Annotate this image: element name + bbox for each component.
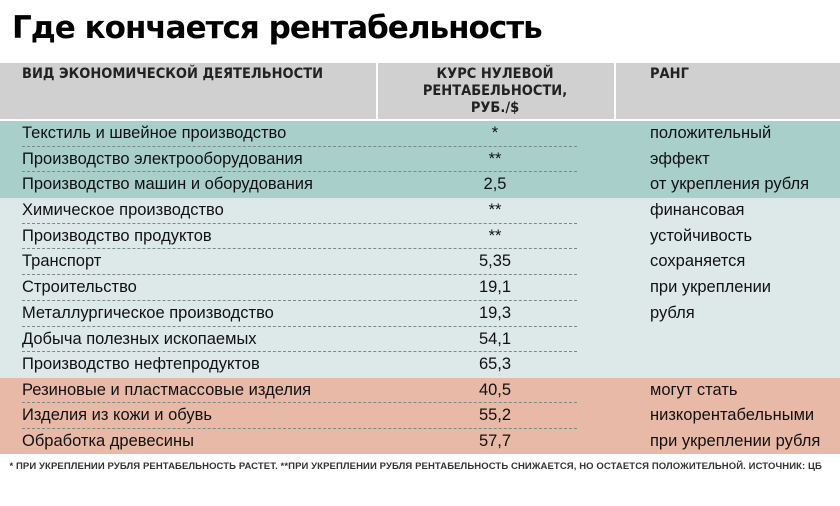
row-divider xyxy=(22,145,577,147)
row-activity: Металлургическое производство xyxy=(22,303,274,322)
table-row: Добыча полезных ископаемых 54,1 xyxy=(0,327,840,353)
row-rank: финансовая xyxy=(650,201,745,219)
table-row: Резиновые и пластмассовые изделия 40,5 мог… xyxy=(0,378,840,404)
row-divider xyxy=(22,402,577,404)
row-rank: положительный xyxy=(650,124,772,142)
row-divider xyxy=(22,299,577,301)
row-rate-value: 19,1 xyxy=(478,278,512,297)
header-rate: КУРС НУЛЕВОЙ РЕНТАБЕЛЬНОСТИ, РУБ./$ xyxy=(376,66,614,122)
row-activity: Производство машин и оборудования xyxy=(22,175,313,194)
row-activity: Строительство xyxy=(22,278,137,297)
header-rate-line2: РЕНТАБЕЛЬНОСТИ, xyxy=(422,83,568,99)
table-row: Химическое производство ** финансовая xyxy=(0,198,840,224)
table-row: Текстиль и швейное производство * положите… xyxy=(0,121,840,147)
row-rate-value: 65,3 xyxy=(478,355,512,374)
group-stable-band xyxy=(0,198,840,378)
row-rate-value: 2,5 xyxy=(483,175,507,194)
header-divider xyxy=(614,63,616,119)
header-rate-line3: РУБ./$ xyxy=(470,100,520,116)
row-rank: могут стать xyxy=(650,381,738,399)
row-divider xyxy=(22,171,577,173)
row-rate-value: 19,3 xyxy=(478,303,512,322)
row-divider xyxy=(22,248,577,250)
table-row: Производство машин и оборудования 2,5 от у… xyxy=(0,172,840,198)
table-row: Строительство 19,1 при укреплении xyxy=(0,275,840,301)
table-header: ВИД ЭКОНОМИЧЕСКОЙ ДЕЯТЕЛЬНОСТИ КУРС НУЛЕ… xyxy=(0,63,840,119)
row-rank: сохраняется xyxy=(650,252,746,271)
row-activity: Химическое производство xyxy=(22,201,224,219)
header-rank: РАНГ xyxy=(650,66,689,82)
row-activity: Добыча полезных ископаемых xyxy=(22,329,257,348)
row-rate-value: ** xyxy=(488,149,502,168)
row-rate-value: 57,7 xyxy=(478,431,512,450)
table-row: Производство продуктов ** устойчивость xyxy=(0,224,840,250)
table-row: Обработка древесины 57,7 при укреплении ру… xyxy=(0,429,840,454)
header-activity: ВИД ЭКОНОМИЧЕСКОЙ ДЕЯТЕЛЬНОСТИ xyxy=(22,66,324,82)
table-row: Производство нефтепродуктов 65,3 xyxy=(0,352,840,378)
row-rate-value: ** xyxy=(488,201,502,219)
row-activity: Изделия из кожи и обувь xyxy=(22,406,212,425)
row-rate-value: ** xyxy=(488,226,502,245)
row-rank: низкорентабельными xyxy=(650,406,815,425)
table-row: Транспорт 5,35 сохраняется xyxy=(0,249,840,276)
row-rate-value: 40,5 xyxy=(478,381,512,399)
row-rate-value: 54,1 xyxy=(478,329,512,348)
row-rank: при укреплении рубля xyxy=(650,431,821,450)
row-rate-value: * xyxy=(491,124,499,142)
row-rate-value: 55,2 xyxy=(478,406,512,425)
row-activity: Обработка древесины xyxy=(22,431,194,450)
group-positive-band xyxy=(0,121,840,198)
group-low-band xyxy=(0,378,840,454)
row-rate-value: 5,35 xyxy=(478,252,512,271)
row-activity: Производство продуктов xyxy=(22,226,212,245)
row-divider xyxy=(22,427,577,429)
row-activity: Резиновые и пластмассовые изделия xyxy=(22,381,312,399)
row-activity: Производство электрооборудования xyxy=(22,149,303,168)
row-activity: Текстиль и швейное производство xyxy=(22,124,287,142)
row-activity: Производство нефтепродуктов xyxy=(22,355,260,374)
table-row: Изделия из кожи и обувь 55,2 низкорентабел… xyxy=(0,403,840,429)
footnote: * При укреплении рубля рентабельность ра… xyxy=(9,461,822,472)
row-rank: устойчивость xyxy=(650,226,753,245)
row-rank: при укреплении xyxy=(650,278,772,297)
row-divider xyxy=(22,222,577,224)
row-divider xyxy=(22,351,577,353)
table-row: Производство электрооборудования ** эффект xyxy=(0,147,840,173)
header-rate-line1: КУРС НУЛЕВОЙ xyxy=(436,66,554,82)
row-rank: рубля xyxy=(650,303,695,322)
row-rank: от укрепления рубля xyxy=(650,175,810,194)
page-title: Где кончается рентабельность xyxy=(12,10,543,46)
row-rank: эффект xyxy=(650,149,710,168)
row-activity: Транспорт xyxy=(22,252,102,271)
header-divider xyxy=(376,63,378,119)
table-row: Металлургическое производство 19,3 рубля xyxy=(0,301,840,327)
row-divider xyxy=(22,325,577,327)
row-divider xyxy=(22,274,577,276)
